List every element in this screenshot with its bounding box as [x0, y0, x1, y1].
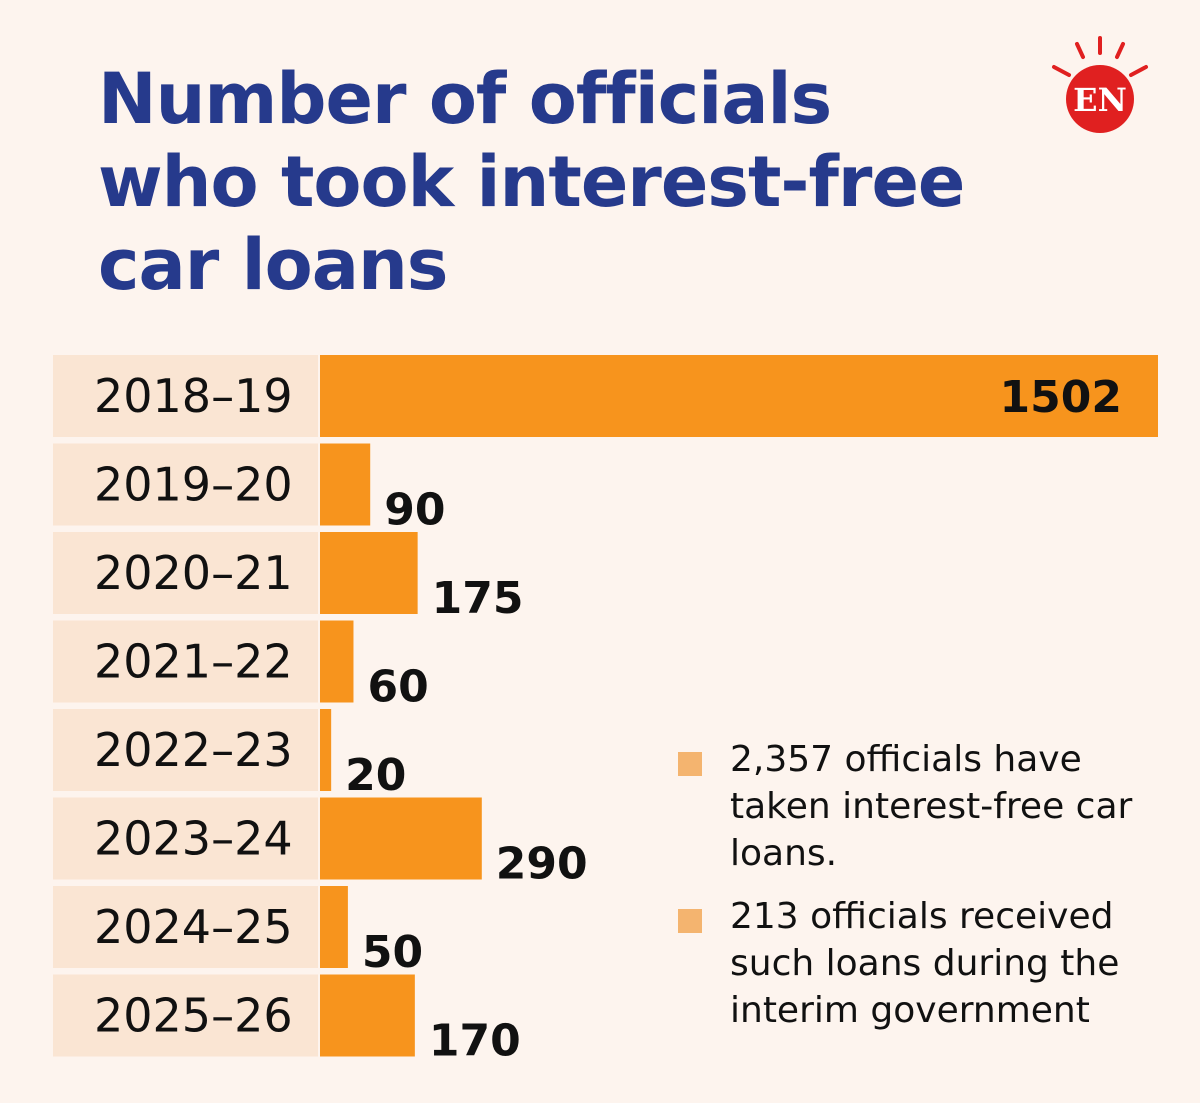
- bar: [320, 620, 354, 703]
- logo-circle: [1066, 65, 1134, 133]
- note-text: 2,357 officials have taken interest-free…: [730, 739, 1133, 874]
- category-label: 2025–26: [94, 989, 293, 1043]
- category-label: 2021–22: [94, 635, 293, 689]
- category-cell: [53, 443, 318, 526]
- category-cell: [53, 532, 318, 614]
- category-cell: [53, 620, 318, 703]
- value-label: 50: [362, 927, 423, 978]
- category-label: 2018–19: [94, 369, 293, 423]
- notes-legend: 2,357 officials have taken interest-free…: [678, 736, 1148, 1050]
- title-line: car loans: [98, 224, 448, 306]
- title-line: Number of officials: [98, 58, 832, 140]
- bar: [320, 886, 348, 968]
- bar: [320, 974, 415, 1057]
- note-marker: [678, 752, 702, 776]
- title-line: who took interest-free: [98, 141, 965, 223]
- category-label: 2020–21: [94, 546, 293, 600]
- note-item: 2,357 officials have taken interest-free…: [678, 736, 1148, 877]
- note-marker: [678, 909, 702, 933]
- bar: [320, 355, 1158, 437]
- bar: [320, 532, 418, 614]
- category-label: 2024–25: [94, 900, 293, 954]
- category-cell: [53, 886, 318, 968]
- category-cell: [53, 709, 318, 791]
- value-label: 20: [345, 750, 406, 801]
- note-item: 213 officials received such loans during…: [678, 893, 1148, 1034]
- value-label: 175: [432, 573, 524, 624]
- sun-rays-icon: [1052, 36, 1148, 77]
- value-label: 90: [384, 485, 445, 536]
- category-cell: [53, 797, 318, 880]
- note-text: 213 officials received such loans during…: [730, 896, 1120, 1031]
- logo-text: EN: [1073, 81, 1127, 119]
- category-cell: [53, 355, 318, 437]
- value-label: 1502: [1000, 372, 1122, 423]
- value-label: 290: [496, 839, 588, 890]
- category-cell: [53, 974, 318, 1057]
- value-label: 60: [367, 662, 428, 713]
- bar: [320, 709, 332, 791]
- chart-title: Number of officials who took interest-fr…: [98, 58, 998, 307]
- en-logo: EN: [1052, 36, 1148, 133]
- category-label: 2023–24: [94, 812, 293, 866]
- bar: [320, 797, 482, 880]
- category-label: 2019–20: [94, 458, 293, 512]
- category-label: 2022–23: [94, 723, 293, 777]
- bar: [320, 443, 371, 526]
- value-label: 170: [429, 1016, 521, 1067]
